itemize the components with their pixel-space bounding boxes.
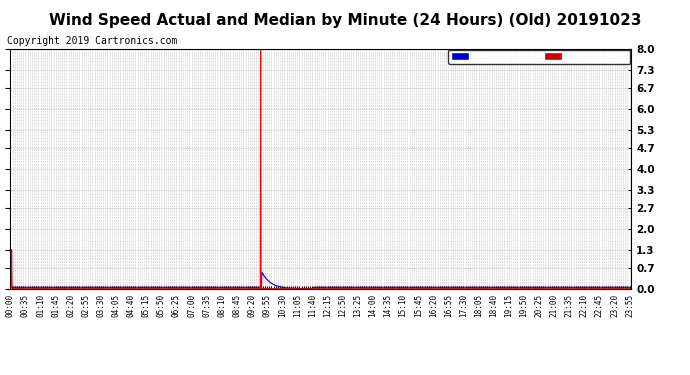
Text: Wind Speed Actual and Median by Minute (24 Hours) (Old) 20191023: Wind Speed Actual and Median by Minute (… [49,13,641,28]
Legend: Median (mph), Wind  (mph): Median (mph), Wind (mph) [448,50,631,64]
Text: Copyright 2019 Cartronics.com: Copyright 2019 Cartronics.com [7,36,177,46]
